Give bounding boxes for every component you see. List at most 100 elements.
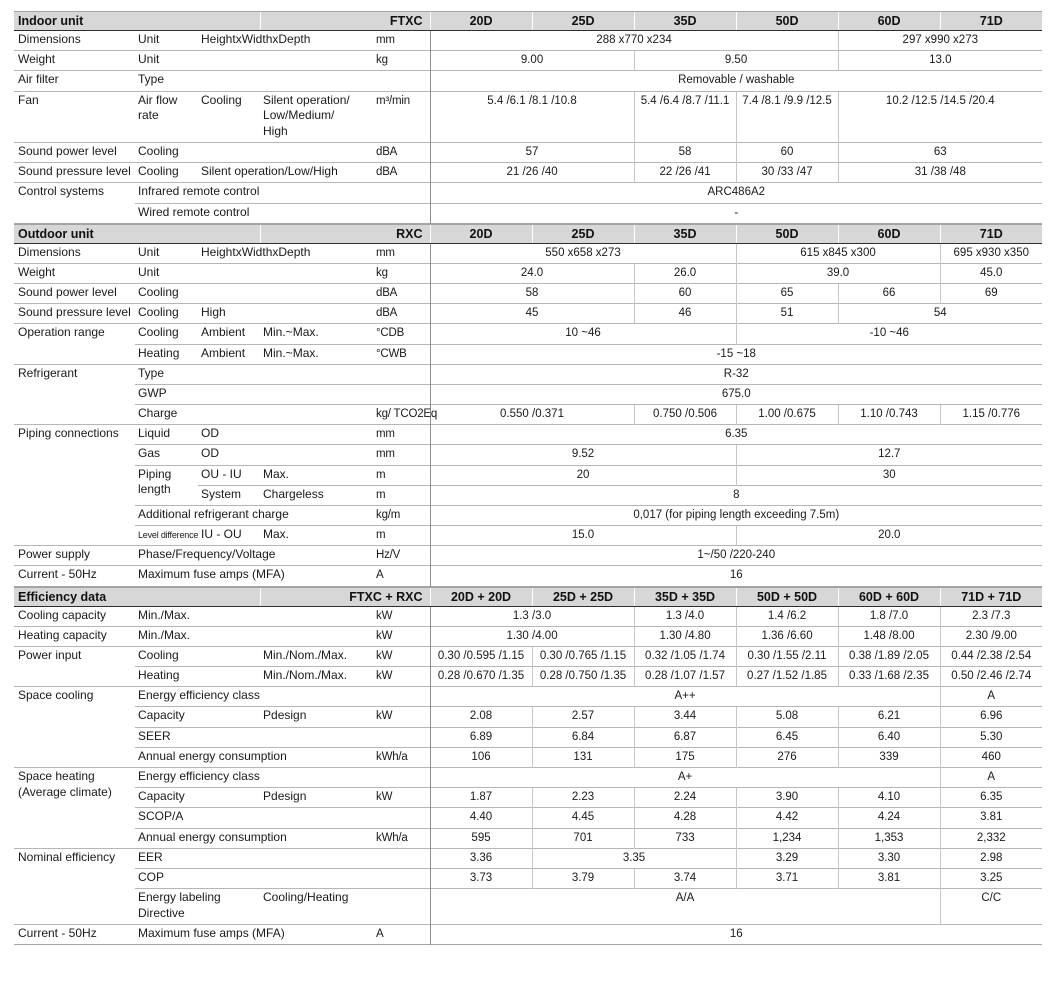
value-cell: 6.45	[735, 726, 839, 748]
unit-label: kW	[373, 605, 431, 627]
outdoor-unit-table: Outdoor unit RXC 20D 25D 35D 50D 60D 71D Dimens…	[14, 223, 1043, 587]
row-label: Current - 50Hz	[14, 923, 135, 945]
value-cell: 22 /26 /41	[633, 162, 737, 183]
outdoor-unit-table-body: Dimensions Unit HeightxWidthxDepth mm 550 x6…	[14, 242, 1043, 587]
unit-label: kWh/a	[373, 827, 431, 849]
value-cell: 1.8 /7.0	[837, 605, 941, 627]
table-row: Sound pressure level Cooling Silent operat…	[14, 162, 1043, 183]
unit-label: A	[373, 565, 431, 587]
value-cell: 460	[939, 746, 1043, 768]
spec-sublabel: Wired remote control	[135, 202, 374, 224]
model-column-header: 25D + 25D	[531, 586, 635, 607]
efficiency-data-section: Efficiency data FTXC + RXC 20D + 20D 25D + …	[14, 586, 1043, 945]
value-cell: 6.87	[633, 726, 737, 748]
value-cell: 39.0	[735, 262, 941, 284]
model-column-header: 60D	[837, 11, 941, 31]
table-row: SCOP/A 4.40 4.45 4.28 4.42 4.24 3.81	[14, 807, 1043, 828]
value-cell: 20	[429, 464, 737, 486]
table-row: Level difference IU - OU Max. m 15.0 20.0	[14, 525, 1043, 546]
value-cell: 9.50	[633, 50, 839, 71]
unit-label	[373, 807, 431, 828]
model-column-header: 25D	[531, 11, 635, 31]
value-cell: 5.4 /6.1 /8.1 /10.8	[429, 90, 635, 143]
spec-sublabel: Heating	[135, 343, 198, 365]
spec-sublabel: Phase/Frequency/Voltage	[135, 545, 374, 566]
table-row: Heating Min./Nom./Max. kW 0.28 /0.670 /1.35…	[14, 666, 1043, 687]
value-cell: 6.35	[429, 424, 1043, 445]
model-column-header: 20D	[429, 11, 533, 31]
spec-sublabel: Cooling	[135, 323, 198, 345]
value-cell: 69	[939, 283, 1043, 304]
unit-label: mm	[373, 424, 431, 445]
value-cell: 276	[735, 746, 839, 768]
row-label: Heating capacity	[14, 625, 135, 647]
spec-sublabel: IU - OU	[198, 525, 261, 546]
value-cell: 4.24	[837, 807, 941, 828]
value-cell: 4.45	[531, 807, 635, 828]
unit-label	[373, 847, 431, 869]
value-cell: 9.52	[429, 444, 737, 466]
value-cell: 131	[531, 746, 635, 768]
table-row: Operation range Cooling Ambient Min.~Max. °C…	[14, 323, 1043, 365]
value-cell: 2.24	[633, 787, 737, 808]
row-label: Power input	[14, 645, 135, 687]
value-cell: 46	[633, 303, 737, 324]
efficiency-data-table-body: Cooling capacity Min./Max. kW 1.3 /3.0 1.3 /…	[14, 605, 1043, 945]
spec-sublabel: OD	[198, 424, 374, 445]
value-cell: 6.40	[837, 726, 941, 748]
unit-label: mm	[373, 242, 431, 264]
spec-sublabel: Type	[135, 363, 374, 385]
unit-label	[373, 70, 431, 92]
spec-sublabel: GWP	[135, 383, 374, 405]
spec-sublabel: Pdesign	[260, 787, 374, 808]
value-cell: A+	[429, 766, 941, 788]
table-row: GWP 675.0	[14, 383, 1043, 405]
table-row: Piping length OU - IU Max. m 20 30	[14, 464, 1043, 506]
value-cell: 6.21	[837, 706, 941, 728]
value-cell: 5.30	[939, 726, 1043, 748]
spec-sublabel: Silent operation/Low/High	[198, 162, 374, 183]
value-cell: 0.32 /1.05 /1.74	[633, 645, 737, 667]
spec-sublabel: HeightxWidthxDepth	[198, 242, 374, 264]
value-cell: 4.40	[429, 807, 533, 828]
value-cell: 675.0	[429, 383, 1043, 405]
model-column-header: 71D	[939, 223, 1043, 244]
table-row: Current - 50Hz Maximum fuse amps (MFA) A 16	[14, 565, 1043, 587]
row-label: Dimensions	[14, 29, 135, 51]
value-cell: 1.00 /0.675	[735, 404, 839, 425]
spec-sublabel: High	[198, 303, 374, 324]
table-title: Outdoor unit	[14, 223, 261, 244]
unit-label: °CWB	[373, 343, 431, 365]
table-title: Indoor unit	[14, 11, 261, 31]
value-cell: 0.550 /0.371	[429, 404, 635, 425]
value-cell: 6.35	[939, 787, 1043, 808]
value-cell: 1,234	[735, 827, 839, 849]
row-label: Power supply	[14, 545, 135, 566]
spec-sublabel: Capacity	[135, 787, 261, 808]
row-label: Sound power level	[14, 283, 135, 304]
spec-sublabel: System	[198, 484, 261, 506]
unit-label: kW	[373, 787, 431, 808]
row-label: Control systems	[14, 182, 135, 224]
spec-sublabel: Unit	[135, 242, 198, 264]
unit-label	[373, 726, 431, 748]
row-label: Dimensions	[14, 242, 135, 264]
spec-sublabel: Level difference	[135, 525, 198, 546]
table-row: COP 3.73 3.79 3.74 3.71 3.81 3.25	[14, 867, 1043, 889]
spec-sublabel: Maximum fuse amps (MFA)	[135, 565, 374, 587]
spec-sublabel: Ambient	[198, 343, 261, 365]
value-cell: 2.57	[531, 706, 635, 728]
value-cell: 10.2 /12.5 /14.5 /20.4	[837, 90, 1043, 143]
model-series-code: FTXC + RXC	[259, 586, 431, 607]
unit-label	[373, 383, 431, 405]
spec-sublabel: Unit	[135, 50, 374, 71]
unit-label: m³/min	[373, 90, 431, 143]
value-cell: 1.48 /8.00	[837, 625, 941, 647]
value-cell: 58	[633, 141, 737, 163]
value-cell: 1.3 /3.0	[429, 605, 635, 627]
unit-label	[373, 686, 431, 707]
spec-sublabel: OD	[198, 444, 374, 466]
table-row: Capacity Pdesign kW 1.87 2.23 2.24 3.90 4.10 6.3…	[14, 787, 1043, 808]
value-cell: 30	[735, 464, 1043, 486]
value-cell: 3.25	[939, 867, 1043, 889]
